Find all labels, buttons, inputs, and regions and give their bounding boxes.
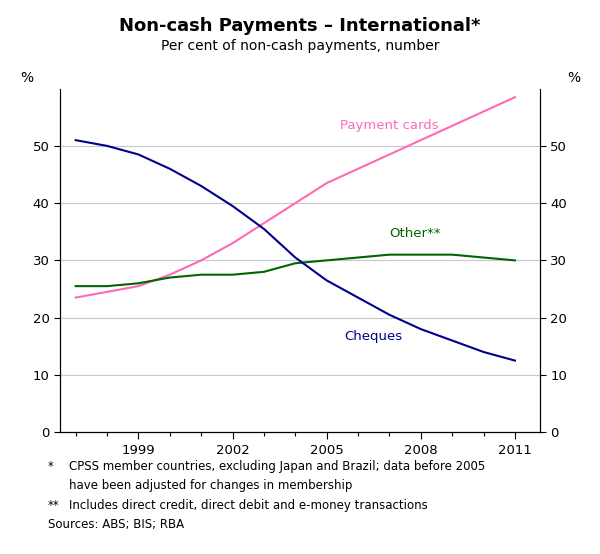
Text: Other**: Other** [389, 227, 440, 240]
Title: Per cent of non-cash payments, number: Per cent of non-cash payments, number [161, 39, 439, 53]
Text: *: * [48, 460, 54, 473]
Text: Non-cash Payments – International*: Non-cash Payments – International* [119, 17, 481, 34]
Text: Includes direct credit, direct debit and e-money transactions: Includes direct credit, direct debit and… [69, 499, 428, 511]
Text: **: ** [48, 499, 60, 511]
Text: Cheques: Cheques [344, 330, 403, 343]
Text: Payment cards: Payment cards [340, 119, 439, 132]
Text: %: % [567, 71, 580, 85]
Text: CPSS member countries, excluding Japan and Brazil; data before 2005: CPSS member countries, excluding Japan a… [69, 460, 485, 473]
Text: %: % [20, 71, 33, 85]
Text: Sources: ABS; BIS; RBA: Sources: ABS; BIS; RBA [48, 518, 184, 531]
Text: have been adjusted for changes in membership: have been adjusted for changes in member… [69, 479, 352, 492]
